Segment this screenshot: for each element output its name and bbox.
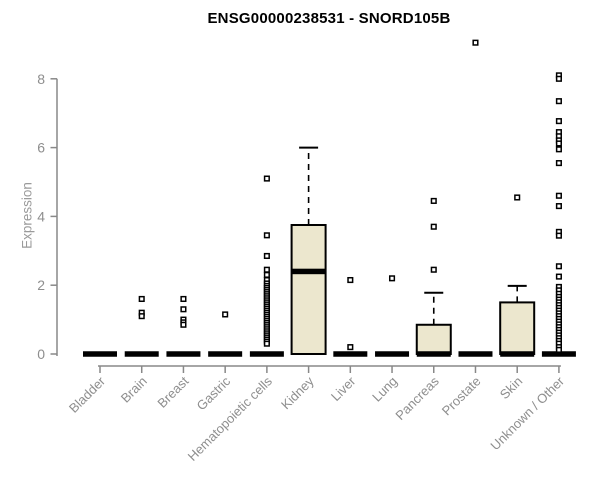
- boxplot-skin: [499, 194, 536, 357]
- collapsed-box-bar: [249, 351, 284, 357]
- outlier-point: [263, 175, 270, 182]
- outlier-point: [555, 118, 562, 125]
- collapsed-box-bar: [166, 351, 201, 357]
- collapsed-box-bar: [541, 351, 576, 357]
- outlier-point: [555, 203, 562, 210]
- collapsed-box-bar: [375, 351, 410, 357]
- outlier-point: [138, 313, 145, 320]
- x-tick-label: Breast: [154, 373, 191, 410]
- outlier-point: [555, 192, 562, 199]
- outlier-point: [555, 140, 562, 147]
- outlier-point: [555, 346, 562, 353]
- x-tick-label: Kidney: [278, 373, 317, 412]
- collapsed-box-bar: [458, 351, 493, 357]
- x-tick-label: Unknown / Other: [487, 373, 567, 453]
- boxplot-liver: [333, 276, 368, 357]
- median-line: [291, 268, 326, 275]
- outlier-point: [555, 232, 562, 239]
- boxplot-unknown-other: [541, 72, 576, 357]
- y-tick-label: 6: [37, 140, 45, 156]
- x-tick-label: Pancreas: [392, 373, 442, 423]
- box-rect: [415, 323, 452, 356]
- boxplot-kidney: [290, 146, 327, 355]
- outlier-point: [555, 160, 562, 167]
- outlier-point: [514, 194, 521, 201]
- outlier-point: [263, 232, 270, 239]
- y-tick-label: 8: [37, 71, 45, 87]
- outlier-point: [138, 295, 145, 303]
- boxplot-pancreas: [415, 197, 452, 357]
- outlier-point: [263, 340, 270, 347]
- collapsed-box-bar: [208, 351, 243, 357]
- outlier-point: [263, 271, 270, 278]
- outlier-point: [263, 252, 270, 260]
- chart-title: ENSG00000238531 - SNORD105B: [207, 10, 451, 27]
- outlier-point: [555, 75, 562, 82]
- outlier-point: [347, 276, 354, 284]
- x-tick-label: Lung: [369, 374, 400, 405]
- collapsed-box-bar: [333, 351, 368, 357]
- collapsed-box-bar: [124, 351, 159, 357]
- x-tick-label: Prostate: [439, 374, 484, 419]
- outlier-point: [430, 266, 437, 273]
- x-tick-label: Brain: [118, 374, 150, 406]
- x-tick-label: Bladder: [66, 373, 109, 416]
- boxplot-brain: [124, 295, 159, 357]
- outlier-point: [388, 275, 396, 282]
- collapsed-box-bar: [83, 351, 117, 357]
- boxplot-prostate: [458, 39, 493, 357]
- boxplot-bladder: [83, 351, 117, 357]
- outlier-point: [555, 98, 562, 105]
- outlier-point: [222, 311, 229, 318]
- box-rect: [290, 224, 327, 355]
- median-line: [416, 351, 451, 357]
- box-rect: [499, 301, 536, 355]
- boxplot-gastric: [208, 311, 243, 357]
- outlier-point: [555, 273, 562, 280]
- x-tick-label: Liver: [328, 373, 359, 404]
- x-tick-label: Gastric: [194, 373, 234, 413]
- outlier-point: [472, 39, 479, 46]
- outlier-point: [263, 266, 270, 273]
- outlier-point: [180, 306, 187, 313]
- outlier-point: [347, 344, 354, 351]
- outlier-point: [555, 146, 562, 153]
- outlier-point: [180, 295, 187, 303]
- median-line: [500, 351, 535, 357]
- boxplot-hematopoietic-cells: [249, 175, 284, 357]
- outlier-point: [180, 321, 187, 328]
- boxplot-lung: [375, 275, 410, 357]
- y-tick-label: 4: [37, 208, 45, 224]
- outlier-point: [555, 263, 562, 270]
- y-tick-label: 0: [37, 346, 45, 362]
- outlier-point: [430, 223, 437, 230]
- y-tick-label: 2: [37, 277, 45, 293]
- boxplot-breast: [166, 295, 201, 357]
- x-tick-label: Skin: [497, 374, 525, 402]
- outlier-point: [430, 197, 437, 204]
